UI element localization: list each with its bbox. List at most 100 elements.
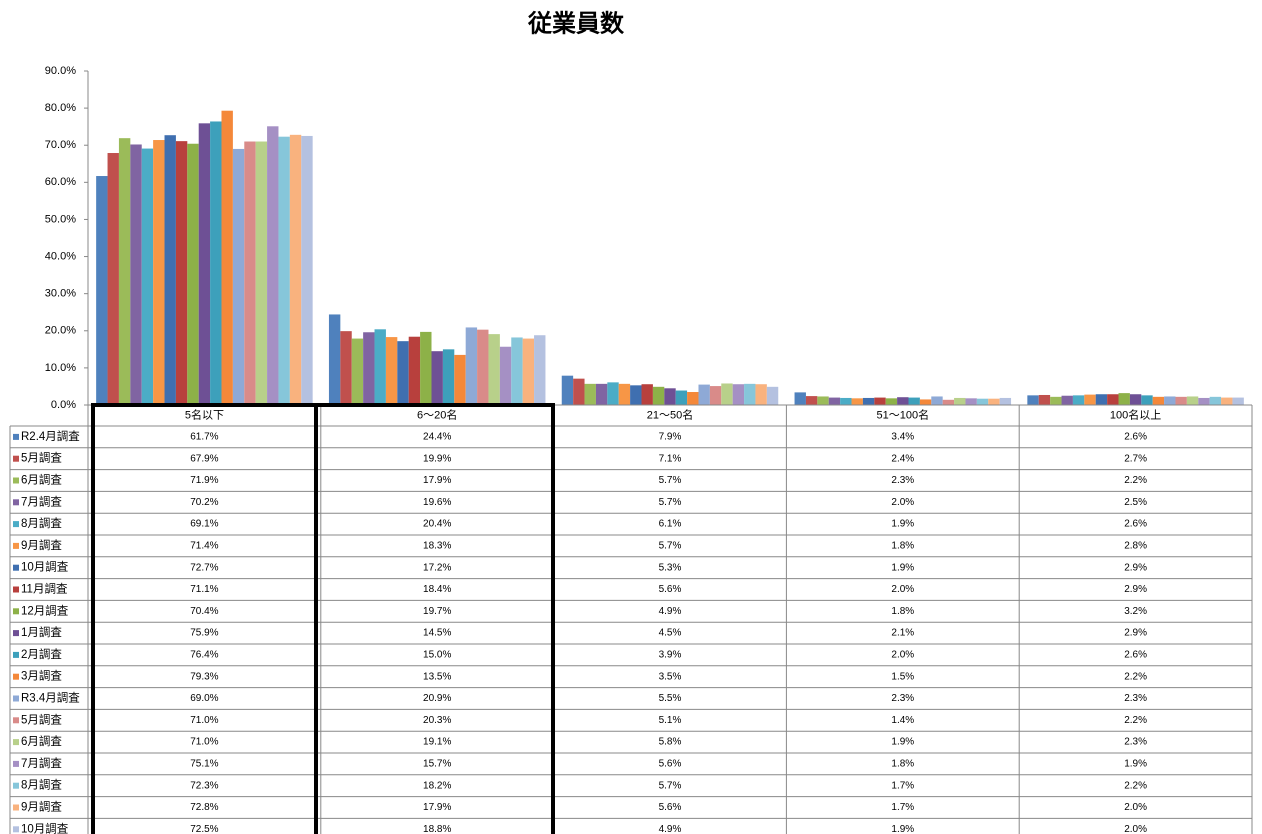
- bar: [664, 388, 676, 405]
- legend-label: 9月調査: [21, 800, 62, 814]
- bar: [840, 397, 852, 405]
- category-header: 100名以上: [1110, 407, 1161, 421]
- bar: [862, 397, 875, 405]
- table-cell: 1.9%: [891, 824, 914, 834]
- table-cell: 1.7%: [891, 802, 914, 813]
- bar: [1061, 395, 1073, 405]
- table-cell: 2.0%: [1124, 802, 1147, 813]
- legend-key: [13, 433, 19, 440]
- bar: [618, 383, 631, 405]
- table-cell: 71.0%: [190, 737, 218, 748]
- legend-key: [13, 717, 19, 724]
- bar: [499, 346, 512, 405]
- bar: [244, 141, 256, 405]
- table-cell: 4.9%: [659, 824, 682, 834]
- table-cell: 3.4%: [891, 432, 914, 443]
- bar: [534, 335, 546, 405]
- bar: [175, 141, 188, 405]
- table-cell: 19.7%: [423, 606, 451, 617]
- legend-key: [13, 542, 19, 549]
- legend-key: [13, 564, 19, 571]
- bar: [885, 398, 898, 405]
- bar: [1221, 397, 1233, 405]
- bar: [931, 396, 943, 405]
- table-cell: 3.9%: [659, 650, 682, 661]
- table-cell: 5.7%: [659, 780, 682, 791]
- table-cell: 2.2%: [1124, 715, 1147, 726]
- table-cell: 17.9%: [423, 475, 451, 486]
- legend-label: 8月調査: [21, 778, 62, 792]
- legend-label: 2月調査: [21, 647, 62, 661]
- bar: [1186, 396, 1199, 405]
- bar: [187, 143, 199, 405]
- bar: [130, 144, 142, 406]
- bar: [652, 386, 665, 405]
- legend-label: 1月調査: [21, 625, 62, 639]
- plot-area: 0.0% 10.0% 20.0% 30.0% 40.0% 50.0% 60.0% 70.0% 8…: [45, 65, 1244, 411]
- table-cell: 15.0%: [423, 650, 451, 661]
- table-cell: 69.0%: [190, 693, 218, 704]
- table-cell: 1.9%: [891, 737, 914, 748]
- legend-label: 11月調査: [21, 582, 68, 596]
- bar: [1084, 394, 1096, 405]
- bar: [1107, 394, 1119, 405]
- bar: [805, 396, 818, 405]
- bar: [851, 398, 863, 405]
- bar: [1232, 397, 1244, 405]
- table-cell: 76.4%: [190, 650, 218, 661]
- legend-label: R2.4月調査: [21, 429, 80, 443]
- bar: [511, 337, 523, 405]
- bar: [454, 354, 466, 405]
- legend-key: [13, 739, 19, 746]
- bar: [232, 148, 245, 405]
- legend-key: [13, 521, 19, 528]
- bar: [1164, 396, 1176, 405]
- table-cell: 5.7%: [659, 541, 682, 552]
- bar: [976, 398, 989, 405]
- bar: [267, 126, 279, 405]
- table-cell: 14.5%: [423, 628, 451, 639]
- bar: [351, 338, 364, 405]
- table-cell: 2.7%: [1124, 453, 1147, 464]
- bar: [954, 397, 966, 405]
- bar: [942, 399, 955, 405]
- table-cell: 70.4%: [190, 606, 218, 617]
- y-tick-label: 20.0%: [45, 325, 76, 337]
- table-cell: 1.8%: [891, 606, 914, 617]
- bar: [1038, 394, 1051, 405]
- bar: [328, 314, 341, 405]
- bar: [477, 329, 489, 405]
- table-cell: 19.6%: [423, 497, 451, 508]
- bar: [766, 386, 779, 405]
- table-cell: 5.6%: [659, 802, 682, 813]
- highlight-box: [314, 403, 555, 834]
- table-cell: 6.1%: [659, 519, 682, 530]
- bar: [340, 331, 352, 405]
- table-cell: 5.6%: [659, 759, 682, 770]
- legend-key: [13, 760, 19, 767]
- table-cell: 61.7%: [190, 432, 218, 443]
- table-cell: 3.5%: [659, 671, 682, 682]
- table-cell: 17.9%: [423, 802, 451, 813]
- bar: [828, 397, 841, 405]
- bar: [908, 397, 920, 405]
- data-table: 5名以下 6～20名 21～50名 51～100名 100名以上 R2.4月調査 61.7%…: [9, 404, 1253, 834]
- table-cell: 5.5%: [659, 693, 682, 704]
- bar: [1198, 397, 1210, 405]
- bar: [1118, 393, 1130, 405]
- legend-label: 6月調査: [21, 473, 62, 487]
- table-cell: 20.9%: [423, 693, 451, 704]
- bar: [221, 110, 233, 405]
- chart-title: 従業員数: [527, 9, 625, 37]
- table-cell: 2.3%: [891, 693, 914, 704]
- legend-label: 10月調査: [21, 560, 69, 574]
- legend-label: 5月調査: [21, 712, 62, 726]
- table-cell: 71.9%: [190, 475, 218, 486]
- table-cell: 2.0%: [891, 584, 914, 595]
- table-cell: 1.9%: [891, 562, 914, 573]
- table-cell: 17.2%: [423, 562, 451, 573]
- bar: [817, 396, 829, 405]
- bar: [675, 390, 688, 405]
- bar: [595, 383, 608, 405]
- table-cell: 3.2%: [1124, 606, 1147, 617]
